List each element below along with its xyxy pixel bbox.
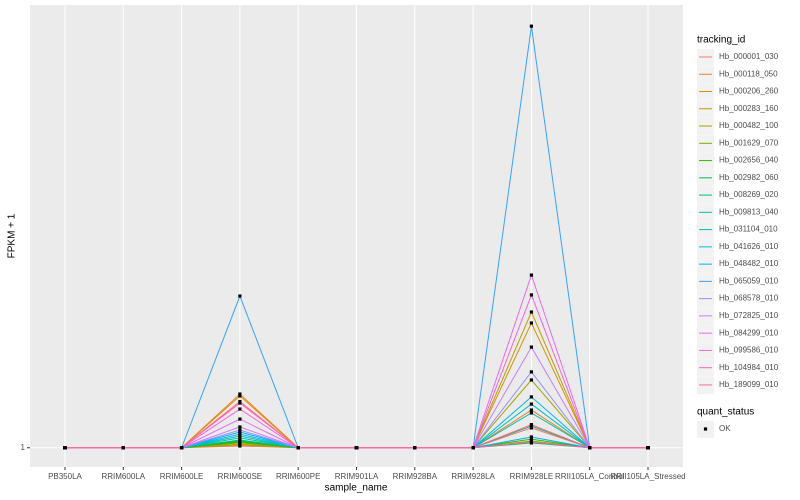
x-tick-label: RRIM928LA	[451, 472, 495, 481]
data-point	[238, 434, 242, 438]
data-point	[238, 428, 242, 432]
data-point	[529, 370, 534, 374]
x-tick-label: RRIM901LA	[335, 472, 379, 481]
data-point	[529, 435, 534, 439]
y-tick-label: 1	[21, 443, 26, 452]
legend-key	[697, 118, 714, 136]
legend-label: Hb_065059_010	[719, 276, 779, 285]
data-point	[529, 345, 534, 349]
data-point	[238, 399, 242, 404]
data-point	[471, 446, 475, 450]
data-point	[238, 430, 242, 434]
data-point	[529, 408, 534, 412]
data-point	[529, 395, 534, 399]
data-point	[529, 411, 534, 415]
data-point	[238, 392, 242, 396]
data-point	[529, 437, 534, 441]
data-point	[529, 310, 534, 314]
x-axis-title: sample_name	[325, 483, 388, 494]
legend-label: Hb_068578_010	[719, 294, 779, 303]
data-point	[238, 407, 242, 411]
legend-label: Hb_041626_010	[719, 242, 779, 251]
legend-label: Hb_008269_020	[719, 190, 779, 199]
data-point	[238, 425, 242, 429]
x-tick-label: RRIM600PE	[276, 472, 320, 481]
y-axis-title: FPKM + 1	[7, 213, 18, 258]
data-point	[529, 402, 534, 406]
data-point	[354, 446, 359, 450]
data-point	[529, 321, 534, 325]
x-tick-label: RRIM928BA	[393, 472, 438, 481]
data-point	[529, 440, 534, 444]
legend-label: Hb_000001_030	[719, 52, 779, 61]
legend-label: Hb_002982_060	[719, 173, 779, 182]
legend-label: Hb_189099_010	[719, 380, 779, 389]
legend-title: tracking_id	[697, 35, 745, 46]
legend-swatch	[703, 427, 708, 431]
legend-label: Hb_099586_010	[719, 346, 779, 355]
data-point	[646, 446, 650, 450]
legend-label: Hb_001629_070	[719, 138, 779, 147]
x-tick-label: RRIM600LA	[101, 472, 145, 481]
x-tick-label: PB350LA	[48, 472, 82, 481]
legend-label: Hb_000206_260	[719, 87, 779, 96]
data-point	[529, 423, 534, 427]
point-legend-title: quant_status	[697, 407, 754, 418]
data-point	[121, 446, 125, 450]
x-tick-label: RRIM928LE	[510, 472, 554, 481]
legend-label: Hb_084299_010	[719, 328, 779, 337]
data-point	[238, 394, 242, 398]
legend-label: Hb_072825_010	[719, 311, 779, 320]
data-point	[179, 446, 184, 450]
data-point	[529, 378, 534, 382]
data-point	[238, 294, 242, 298]
x-tick-label: RRIM600LE	[160, 472, 204, 481]
legend-label: Hb_009813_040	[719, 207, 779, 216]
data-point	[413, 446, 417, 450]
legend-label: Hb_002656_040	[719, 156, 779, 165]
data-point	[238, 417, 242, 421]
data-point	[238, 432, 242, 436]
data-point	[588, 446, 592, 450]
data-point	[529, 426, 534, 430]
legend-label: Hb_048482_010	[719, 259, 779, 268]
data-point	[529, 273, 534, 277]
data-point	[238, 436, 242, 440]
data-point	[529, 24, 534, 28]
legend-label: Hb_104984_010	[719, 363, 779, 372]
data-point	[238, 438, 242, 442]
data-point	[529, 293, 534, 297]
data-point	[296, 446, 300, 450]
data-point	[63, 446, 67, 450]
legend-label: Hb_000118_050	[719, 69, 778, 78]
legend-label: OK	[719, 424, 731, 433]
x-tick-label: RRIM600SE	[218, 472, 262, 481]
x-tick-label: RRII105LA_Control	[555, 472, 625, 481]
legend-label: Hb_000283_160	[719, 104, 779, 113]
x-tick-label: RRII105LA_Stressed	[610, 472, 685, 481]
legend-label: Hb_000482_100	[719, 121, 779, 130]
legend-label: Hb_031104_010	[719, 225, 778, 234]
